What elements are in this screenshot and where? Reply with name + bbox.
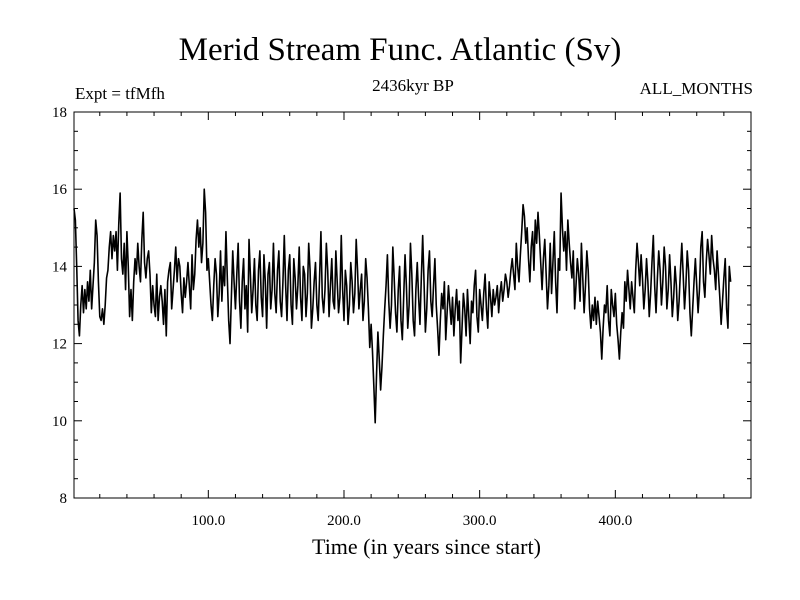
x-tick-label: 300.0 <box>463 513 497 529</box>
months-label: ALL_MONTHS <box>639 79 753 98</box>
experiment-label: Expt = tfMfh <box>75 84 165 103</box>
tick-labels: 8 10 12 14 16 18 100.0 200.0 300.0 400.0 <box>52 105 632 529</box>
y-tick-label: 8 <box>60 491 68 507</box>
y-tick-label: 14 <box>52 259 68 275</box>
x-tick-label: 200.0 <box>327 513 361 529</box>
y-tick-label: 12 <box>52 337 67 353</box>
x-tick-label: 100.0 <box>191 513 225 529</box>
x-axis-label: Time (in years since start) <box>312 534 541 559</box>
series-line <box>73 188 732 424</box>
x-tick-label: 400.0 <box>598 513 632 529</box>
y-tick-label: 16 <box>52 182 68 198</box>
chart-subtitle: 2436kyr BP <box>372 76 454 95</box>
y-tick-label: 18 <box>52 105 67 121</box>
y-tick-label: 10 <box>52 414 67 430</box>
chart-title: Merid Stream Func. Atlantic (Sv) <box>178 32 622 68</box>
